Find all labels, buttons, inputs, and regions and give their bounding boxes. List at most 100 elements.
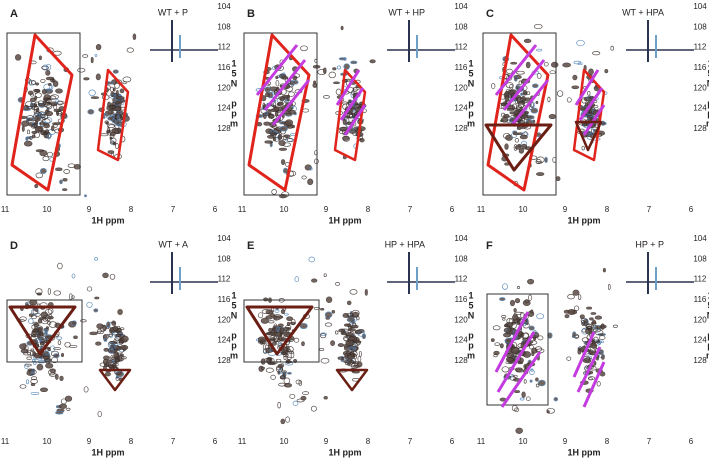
peak xyxy=(51,125,55,132)
x-tick-label: 11 xyxy=(1,205,10,214)
peak xyxy=(63,169,71,174)
peak xyxy=(285,325,292,329)
peak xyxy=(574,305,580,311)
peak xyxy=(262,344,266,350)
y-axis-label: m xyxy=(706,350,709,360)
y-tick-label: 112 xyxy=(694,275,707,284)
y-tick-label: 104 xyxy=(693,234,707,243)
peak xyxy=(342,118,347,126)
peak xyxy=(506,108,515,112)
peak xyxy=(21,125,25,132)
peak xyxy=(572,289,580,296)
peak xyxy=(94,257,98,261)
x-tick-label: 8 xyxy=(366,205,371,214)
region-box xyxy=(243,299,320,363)
peak xyxy=(272,128,280,135)
peak xyxy=(308,256,316,263)
peak xyxy=(106,359,113,364)
y-axis-label: m xyxy=(467,350,475,360)
peak xyxy=(273,315,280,321)
peak xyxy=(48,321,58,328)
peak xyxy=(33,89,40,92)
peak xyxy=(351,89,355,96)
peak xyxy=(104,120,109,124)
peak xyxy=(277,101,284,106)
peak xyxy=(601,340,604,344)
peak xyxy=(501,366,510,373)
overlay xyxy=(578,87,604,121)
peak xyxy=(107,127,111,134)
peak xyxy=(547,96,551,103)
peak xyxy=(556,90,564,97)
peak xyxy=(499,343,504,349)
peak xyxy=(14,54,22,61)
peak xyxy=(116,89,119,96)
y-tick-label: 104 xyxy=(217,234,231,243)
peak xyxy=(503,114,510,118)
y-axis-label: 5 xyxy=(468,68,473,78)
peak xyxy=(24,363,29,369)
peak xyxy=(517,120,526,124)
panel: C WT + HPA 11 10 9 8 7 6 1H ppm 104 108 112 116 120 12… xyxy=(477,2,709,225)
peak xyxy=(517,103,524,108)
y-tick-label: 120 xyxy=(217,315,231,324)
overlay xyxy=(96,68,130,162)
peak xyxy=(31,359,36,362)
peak xyxy=(35,82,40,86)
peak xyxy=(491,83,496,90)
peak xyxy=(310,405,317,412)
y-axis-label: 5 xyxy=(707,300,709,310)
peak xyxy=(288,350,294,354)
peak xyxy=(83,77,90,81)
y-axis-label: m xyxy=(230,118,238,128)
x-tick-label: 8 xyxy=(366,437,371,446)
peak xyxy=(103,337,108,343)
peak xyxy=(351,311,360,318)
y-axis-label: p xyxy=(707,98,709,108)
peak xyxy=(278,335,283,342)
peak xyxy=(87,109,95,115)
peak xyxy=(19,343,27,350)
peak xyxy=(567,309,576,315)
peak xyxy=(514,138,520,143)
y-axis-label: 1 xyxy=(707,58,709,68)
peak xyxy=(501,315,507,318)
peak xyxy=(520,92,524,96)
y-tick-label: 128 xyxy=(693,356,707,365)
peak xyxy=(294,276,300,283)
peak xyxy=(580,317,588,324)
peak xyxy=(572,74,578,81)
peak xyxy=(504,143,509,150)
x-axis-label: 1H ppm xyxy=(328,215,361,225)
peak xyxy=(528,344,534,350)
peak xyxy=(84,194,87,198)
peak xyxy=(96,323,104,330)
y-tick-label: 120 xyxy=(454,83,468,92)
peak xyxy=(47,133,51,140)
peak xyxy=(283,377,291,385)
y-tick-label: 124 xyxy=(693,104,707,113)
peak xyxy=(610,45,614,51)
peak xyxy=(265,92,270,98)
panel: E HP + HPA 11 10 9 8 7 6 1H ppm 104 108 112 116 120 12… xyxy=(238,234,475,457)
peak xyxy=(40,114,46,118)
peak xyxy=(80,319,87,323)
peak xyxy=(268,320,275,324)
peak xyxy=(300,395,307,401)
y-axis-label: p xyxy=(468,340,474,350)
x-tick-label: 10 xyxy=(280,437,289,446)
peak xyxy=(64,341,71,348)
peak xyxy=(537,379,546,387)
overlay xyxy=(263,59,307,111)
peak xyxy=(324,322,333,327)
peak xyxy=(40,131,48,135)
peak xyxy=(323,95,330,99)
condition-label: HP + P xyxy=(635,239,664,249)
y-axis-label: 5 xyxy=(231,300,236,310)
y-axis-label: p xyxy=(468,108,474,118)
peak xyxy=(107,342,116,349)
panel-letter: C xyxy=(486,8,494,20)
peak xyxy=(42,64,49,71)
peak xyxy=(23,140,33,147)
